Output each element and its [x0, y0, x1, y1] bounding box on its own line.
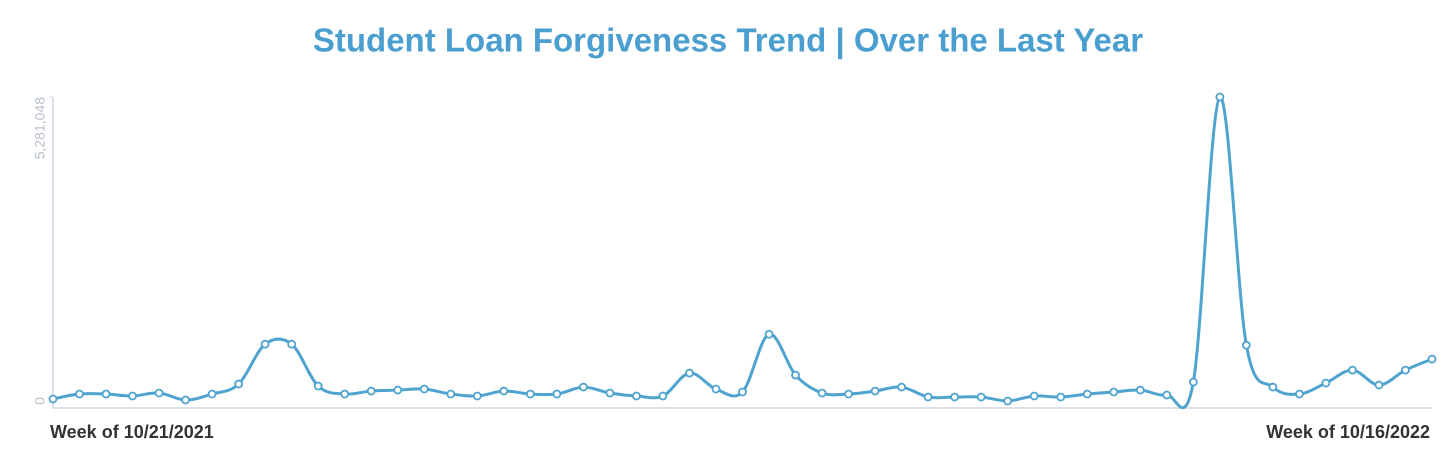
point	[1003, 396, 1013, 406]
point	[1162, 390, 1172, 400]
point	[101, 389, 111, 399]
point	[1321, 378, 1331, 388]
point	[154, 388, 164, 398]
point	[1082, 389, 1092, 399]
point	[181, 395, 190, 405]
point	[817, 388, 827, 398]
point	[1188, 377, 1198, 387]
point	[1295, 389, 1304, 399]
point	[1374, 380, 1384, 390]
x-tick-label: Week of 10/16/2022	[1266, 422, 1430, 442]
point	[393, 385, 403, 395]
y-tick-label: 0	[32, 397, 48, 405]
point	[738, 387, 747, 397]
point	[287, 339, 297, 349]
point	[632, 391, 641, 401]
point	[658, 391, 668, 401]
point	[234, 379, 244, 389]
point	[1215, 92, 1225, 102]
point	[552, 389, 562, 399]
point	[419, 384, 429, 394]
point	[366, 386, 376, 396]
point	[1241, 340, 1251, 350]
point	[870, 386, 880, 396]
point	[791, 370, 800, 380]
line	[52, 95, 1433, 410]
point	[128, 391, 137, 401]
point	[48, 394, 58, 404]
point	[578, 382, 588, 392]
point	[340, 389, 350, 399]
point	[764, 329, 774, 339]
point	[1268, 382, 1278, 392]
point	[446, 389, 456, 399]
point	[1029, 391, 1039, 401]
point	[1109, 387, 1119, 397]
point	[525, 389, 535, 399]
point	[499, 386, 509, 396]
point	[976, 392, 986, 402]
point	[260, 339, 270, 349]
chart-title: Student Loan Forgiveness Trend | Over th…	[313, 22, 1143, 59]
point	[685, 368, 694, 378]
x-tick-label: Week of 10/21/2021	[50, 422, 214, 442]
point	[605, 388, 615, 398]
point	[897, 382, 907, 392]
point	[1135, 385, 1145, 395]
point	[472, 391, 482, 401]
point	[1401, 365, 1410, 375]
point	[844, 389, 853, 399]
point	[950, 392, 960, 402]
point	[1427, 354, 1437, 364]
point	[313, 381, 323, 391]
point	[923, 392, 933, 402]
y-tick-label: 5,281,048	[32, 97, 48, 159]
point	[207, 389, 217, 399]
point	[1348, 365, 1357, 375]
point	[711, 384, 721, 394]
point	[75, 389, 84, 399]
point	[1056, 392, 1066, 402]
